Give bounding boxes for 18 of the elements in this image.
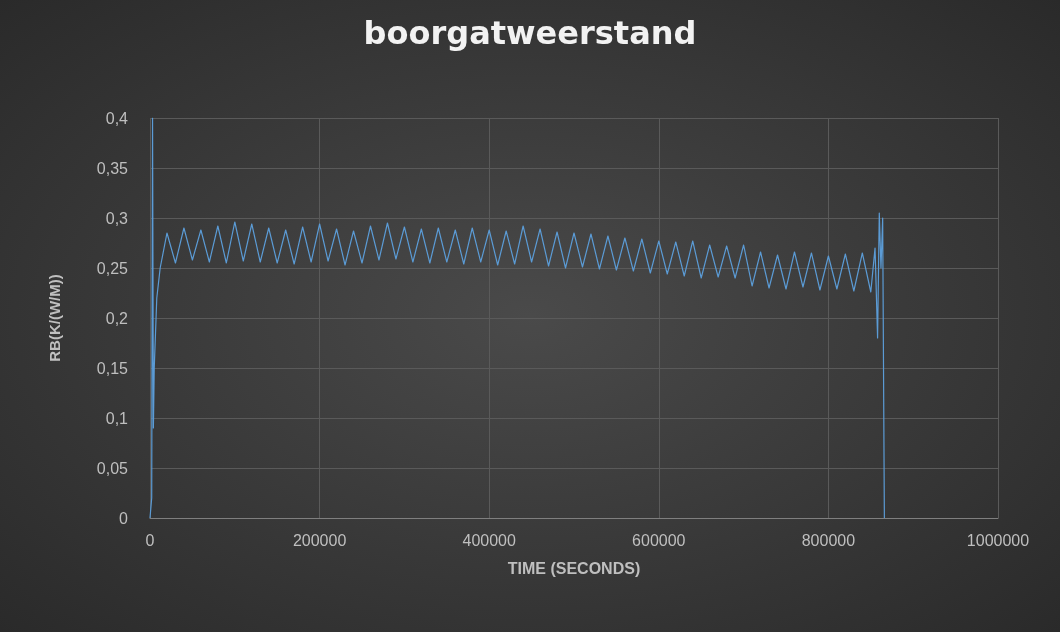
x-tick-label: 200000 xyxy=(292,531,347,549)
x-tick-label: 800000 xyxy=(801,531,856,549)
y-tick-label: 0,4 xyxy=(105,109,129,127)
chart-title: boorgatweerstand xyxy=(363,14,697,52)
y-tick-label: 0,05 xyxy=(96,459,129,477)
y-tick-label: 0 xyxy=(119,509,129,527)
y-tick-label: 0,3 xyxy=(105,209,129,227)
x-axis-title: TIME (SECONDS) xyxy=(507,559,641,577)
x-tick-label: 1000000 xyxy=(966,531,1030,549)
y-tick-label: 0,1 xyxy=(105,409,129,427)
x-tick-label: 0 xyxy=(145,531,155,549)
x-tick-label: 600000 xyxy=(632,531,686,549)
y-tick-label: 0,35 xyxy=(96,159,129,177)
y-tick-label: 0,2 xyxy=(105,309,129,327)
y-tick-label: 0,15 xyxy=(96,359,129,377)
x-tick-label: 400000 xyxy=(462,531,516,549)
y-tick-label: 0,25 xyxy=(96,259,129,277)
y-axis-title: RB(K/(W/M)) xyxy=(46,274,63,362)
